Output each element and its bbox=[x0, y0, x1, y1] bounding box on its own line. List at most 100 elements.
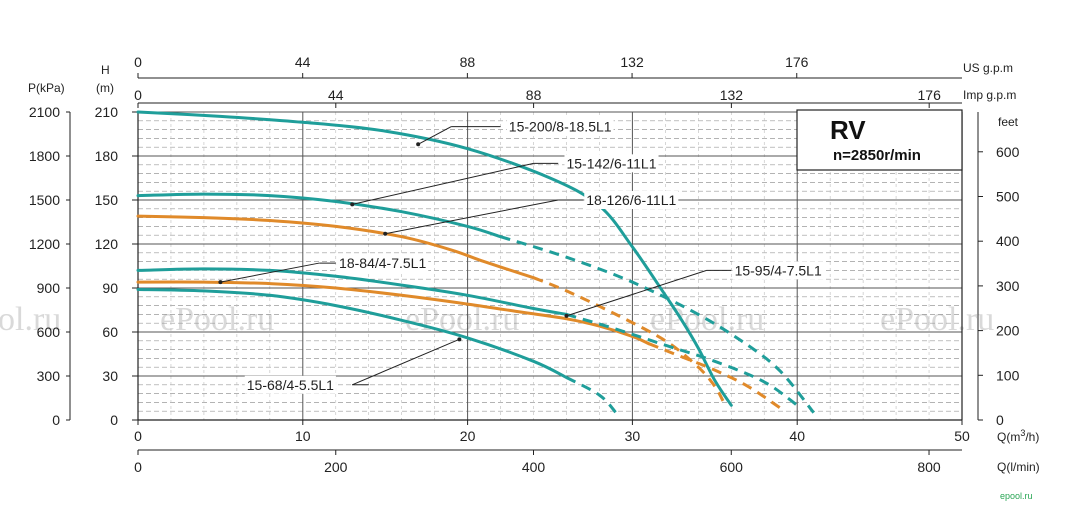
feet-tick-label: 400 bbox=[996, 233, 1020, 249]
pressure-tick-label: 1500 bbox=[29, 192, 60, 208]
flow-m3h-axis-title: Q(m3/h) bbox=[997, 428, 1039, 444]
annotation-anchor bbox=[457, 337, 462, 342]
annotation-anchor bbox=[383, 231, 388, 236]
pump-curve-solid bbox=[136, 288, 568, 379]
pressure-axis-title: P(kPa) bbox=[28, 81, 65, 95]
site-logo: epool.ru bbox=[1000, 491, 1033, 501]
annotation-anchor bbox=[350, 202, 355, 207]
pump-curve-solid bbox=[136, 214, 535, 280]
head-tick-label: 180 bbox=[95, 148, 119, 164]
pressure-tick-label: 900 bbox=[37, 280, 61, 296]
flow-m3h-tick-label: 50 bbox=[954, 428, 970, 444]
us-gpm-axis-title: US g.p.m bbox=[963, 61, 1013, 75]
pump-curve-solid bbox=[136, 192, 503, 239]
flow-m3h-tick-label: 20 bbox=[460, 428, 476, 444]
chart-subtitle: n=2850r/min bbox=[833, 147, 921, 164]
imp-gpm-tick-label: 132 bbox=[720, 87, 744, 103]
imp-gpm-tick-label: 0 bbox=[134, 87, 142, 103]
head-tick-label: 210 bbox=[95, 104, 119, 120]
annotation-label-bg bbox=[584, 191, 679, 209]
pressure-tick-label: 2100 bbox=[29, 104, 60, 120]
flow-m3h-tick-label: 30 bbox=[625, 428, 641, 444]
pressure-tick-label: 0 bbox=[52, 412, 60, 428]
flow-lmin-tick-label: 200 bbox=[324, 459, 348, 475]
curve-label: 15-200/8-18.5L1 bbox=[509, 119, 612, 135]
flow-m3h-tick-label: 0 bbox=[134, 428, 142, 444]
us-gpm-tick-label: 176 bbox=[785, 54, 809, 70]
us-gpm-tick-label: 88 bbox=[460, 54, 476, 70]
curve-label: 18-84/4-7.5L1 bbox=[339, 255, 426, 271]
pressure-tick-label: 600 bbox=[37, 324, 61, 340]
flow-lmin-tick-label: 800 bbox=[917, 459, 941, 475]
imp-gpm-tick-label: 88 bbox=[526, 87, 542, 103]
pump-curve-dashed bbox=[566, 312, 799, 407]
grid-layer bbox=[137, 111, 963, 421]
curve-label: 15-95/4-7.5L1 bbox=[735, 262, 822, 278]
annotation-leader bbox=[352, 338, 460, 386]
pump-curve-solid bbox=[136, 267, 568, 316]
feet-tick-label: 300 bbox=[996, 278, 1020, 294]
head-axis-unit: (m) bbox=[96, 81, 114, 95]
annotation-label-bg bbox=[506, 117, 614, 136]
feet-axis-title: feet bbox=[998, 115, 1019, 129]
head-tick-label: 30 bbox=[102, 368, 118, 384]
us-gpm-tick-label: 44 bbox=[295, 54, 311, 70]
pressure-tick-label: 1800 bbox=[29, 148, 60, 164]
feet-tick-label: 0 bbox=[996, 412, 1004, 428]
feet-tick-label: 600 bbox=[996, 144, 1020, 160]
flow-m3h-tick-label: 10 bbox=[295, 428, 311, 444]
pressure-tick-label: 1200 bbox=[29, 236, 60, 252]
feet-tick-label: 500 bbox=[996, 188, 1020, 204]
annotation-label-bg bbox=[732, 261, 824, 280]
head-tick-label: 90 bbox=[102, 280, 118, 296]
feet-tick-label: 100 bbox=[996, 367, 1020, 383]
flow-lmin-tick-label: 0 bbox=[134, 459, 142, 475]
annotation-leader bbox=[566, 269, 707, 317]
annotation-anchor bbox=[218, 280, 223, 285]
annotation-layer: 15-200/8-18.5L1 15-142/6-11L1 18-126/6-11L… bbox=[218, 117, 824, 394]
flow-lmin-axis-title: Q(l/min) bbox=[997, 460, 1040, 474]
flow-m3h-tick-label: 40 bbox=[789, 428, 805, 444]
annotation-label-bg bbox=[337, 254, 429, 273]
annotation-label-bg bbox=[564, 154, 659, 173]
flow-lmin-tick-label: 600 bbox=[720, 459, 744, 475]
curve-label: 18-126/6-11L1 bbox=[586, 192, 676, 208]
us-gpm-tick-label: 132 bbox=[620, 54, 644, 70]
annotation-anchor bbox=[564, 313, 569, 318]
pump-curve-solid bbox=[136, 280, 651, 346]
flow-m3h-label-sup: 3 bbox=[1020, 428, 1025, 438]
pressure-tick-label: 300 bbox=[37, 368, 61, 384]
us-gpm-tick-label: 0 bbox=[134, 54, 142, 70]
flow-m3h-label-tail: /h) bbox=[1025, 430, 1039, 444]
head-tick-label: 120 bbox=[95, 236, 119, 252]
flow-m3h-label-base: Q(m bbox=[997, 430, 1020, 444]
imp-gpm-tick-label: 44 bbox=[328, 87, 344, 103]
pump-curve-dashed bbox=[648, 342, 782, 410]
curve-label: 15-68/4-5.5L1 bbox=[247, 377, 334, 393]
axis-layer: 0306090120150180210030060090012001500180… bbox=[29, 54, 1020, 475]
curve-layer bbox=[136, 110, 815, 414]
pump-curve-dashed bbox=[532, 276, 725, 402]
annotation-label-bg bbox=[244, 375, 336, 394]
annotation-leader bbox=[417, 126, 452, 145]
title-box: RV n=2850r/min bbox=[796, 109, 963, 171]
annotation-leader bbox=[385, 199, 559, 235]
watermark-text: ol.ru bbox=[0, 301, 61, 338]
annotation-leader bbox=[220, 262, 320, 283]
pump-curve-dashed bbox=[565, 376, 618, 414]
annotation-leader bbox=[352, 162, 534, 205]
head-axis-title: H bbox=[101, 63, 110, 77]
chart-title: RV bbox=[830, 115, 866, 145]
head-tick-label: 0 bbox=[110, 412, 118, 428]
annotation-anchor bbox=[416, 142, 421, 147]
curve-label: 15-142/6-11L1 bbox=[566, 155, 656, 171]
feet-tick-label: 200 bbox=[996, 323, 1020, 339]
head-tick-label: 150 bbox=[95, 192, 119, 208]
imp-gpm-tick-label: 176 bbox=[918, 87, 942, 103]
imp-gpm-axis-title: Imp g.p.m bbox=[963, 88, 1016, 102]
head-tick-label: 60 bbox=[102, 324, 118, 340]
pump-curve-dashed bbox=[500, 235, 815, 414]
flow-lmin-tick-label: 400 bbox=[522, 459, 546, 475]
pump-curve-solid bbox=[136, 110, 733, 407]
